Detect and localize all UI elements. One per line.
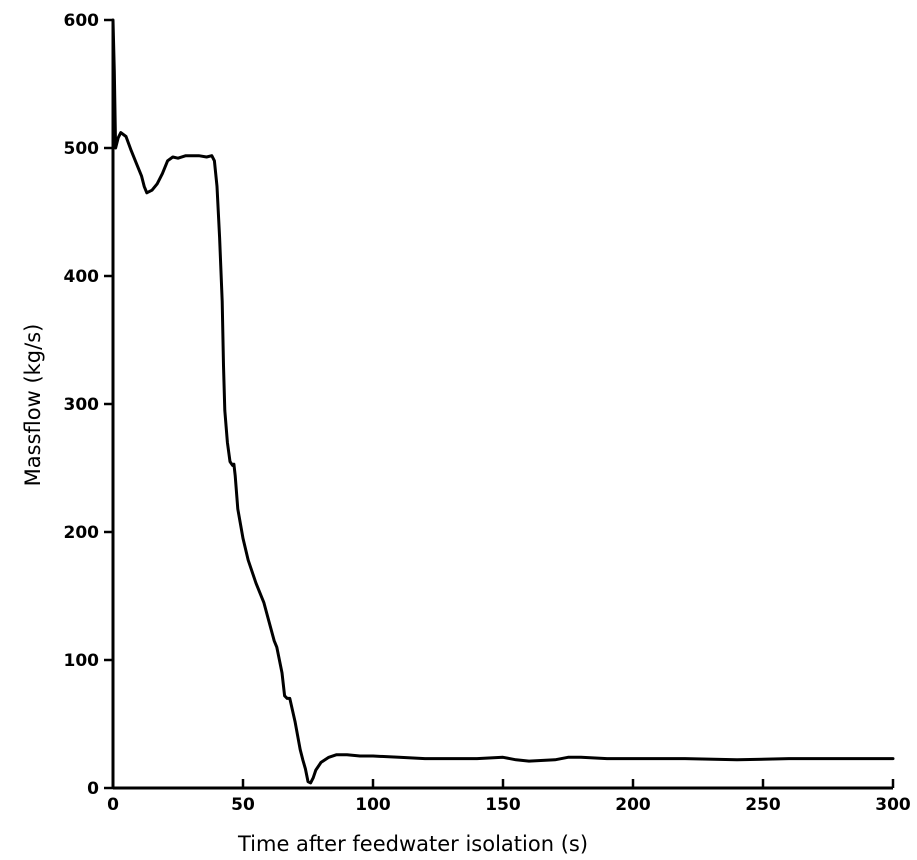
- x-tick-label-150: 150: [485, 795, 521, 815]
- tick-marks: [104, 18, 895, 790]
- x-axis-label: Time after feedwater isolation (s): [237, 832, 588, 856]
- y-tick-label-600: 600: [64, 11, 100, 31]
- x-tick-label-50: 50: [231, 795, 255, 815]
- tick-labels: 0 50 100 150 200 250 300 0 100 200 300 400 500 600: [64, 11, 911, 815]
- y-tick-label-300: 300: [64, 395, 100, 415]
- axes: [111, 20, 893, 790]
- x-tick-label-200: 200: [615, 795, 651, 815]
- x-tick-label-100: 100: [355, 795, 391, 815]
- x-tick-label-300: 300: [875, 795, 911, 815]
- y-tick-label-100: 100: [64, 651, 100, 671]
- y-axis-label: Massflow (kg/s): [21, 324, 45, 487]
- x-tick-label-0: 0: [107, 795, 119, 815]
- y-tick-label-400: 400: [64, 267, 100, 287]
- y-tick-label-0: 0: [87, 779, 99, 799]
- x-tick-label-250: 250: [745, 795, 781, 815]
- y-tick-label-200: 200: [64, 523, 100, 543]
- massflow-line-series-0: [111, 18, 895, 785]
- y-tick-label-500: 500: [64, 139, 100, 159]
- series-group: [111, 18, 895, 785]
